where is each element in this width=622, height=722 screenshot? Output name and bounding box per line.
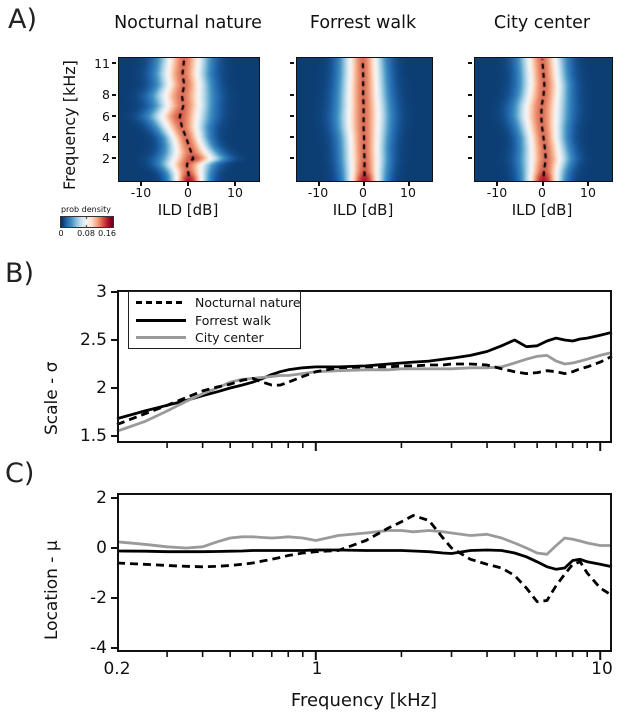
series-forrest-walk <box>116 548 613 571</box>
scale-axis-label: Scale - σ <box>42 361 62 435</box>
location-tick-label: -4 <box>90 638 107 658</box>
frequency-axis-label: Frequency [kHz] <box>60 60 79 190</box>
map-title-city: City center <box>493 13 591 33</box>
freq-xtick-label: 0.2 <box>103 659 131 679</box>
freq-tick-label: 11 <box>94 56 110 71</box>
freq-tick-label: 6 <box>102 109 110 124</box>
ild-tick-label: 10 <box>400 185 416 200</box>
scale-tick-label: 2.5 <box>79 330 107 350</box>
ild-axis-label: ILD [dB] <box>332 201 394 219</box>
axis-tick <box>468 61 472 64</box>
location-axis-label: Location - μ <box>42 540 62 640</box>
axis-tick <box>317 182 320 186</box>
axis-tick <box>112 61 116 64</box>
legend-item-city: City center <box>136 330 293 345</box>
axis-tick <box>290 156 294 159</box>
ild-tick-label: -10 <box>486 185 508 200</box>
heatmap-canvas-city <box>474 57 613 182</box>
legend-item-forrest: Forrest walk <box>136 313 293 328</box>
panel-b-label: B) <box>5 258 35 289</box>
axis-tick <box>187 182 189 186</box>
axis-tick <box>112 93 116 96</box>
axis-tick <box>290 114 294 117</box>
ild-tick-label: 10 <box>580 185 596 200</box>
freq-xtick-label: 10 <box>591 659 613 679</box>
map-title-forrest: Forrest walk <box>309 13 417 33</box>
ild-tick-label: -10 <box>307 185 329 200</box>
axis-tick <box>541 182 544 186</box>
colorbar-tick-label: 0.08 <box>77 229 95 238</box>
freq-tick-label: 2 <box>102 151 110 166</box>
scale-tick-label: 2 <box>96 378 107 398</box>
freq-tick-label: 8 <box>102 87 110 102</box>
location-plot-svg <box>111 493 613 660</box>
ild-tick-label: 0 <box>538 185 546 200</box>
legend-label: Nocturnal nature <box>195 295 301 311</box>
colorbar-canvas <box>60 216 114 228</box>
location-tick-label: 0 <box>96 538 107 558</box>
series-city-center <box>116 351 613 433</box>
axis-tick <box>112 114 116 117</box>
axis-tick <box>468 114 472 117</box>
legend-label: Forrest walk <box>195 312 271 328</box>
axis-tick <box>233 182 236 186</box>
freq-xtick-label: 1 <box>311 659 323 679</box>
series-forrest-walk <box>116 330 613 421</box>
legend-dashed-line-sample <box>136 301 186 305</box>
colorbar-tick-label: 0 <box>58 229 64 238</box>
freq-tick-label: 4 <box>102 130 110 145</box>
heatmap-canvas-forrest <box>296 57 433 182</box>
map-title-nocturnal: Nocturnal nature <box>114 13 262 33</box>
series-city-center <box>116 529 612 556</box>
legend-label: City center <box>195 329 264 345</box>
ild-tick-label: -10 <box>130 185 152 200</box>
legend-solid-line-sample <box>136 318 186 322</box>
axis-tick <box>290 135 294 138</box>
axis-tick <box>290 93 294 96</box>
heatmap-canvas-nocturnal <box>118 57 260 182</box>
axis-tick <box>495 182 498 186</box>
ild-axis-label: ILD [dB] <box>511 201 573 219</box>
scale-tick-label: 1.5 <box>79 426 107 446</box>
ild-axis-label: ILD [dB] <box>157 201 219 219</box>
axis-tick <box>362 182 365 186</box>
location-tick-label: 2 <box>96 488 107 508</box>
axis-tick <box>468 93 472 96</box>
legend: Nocturnal nature Forrest walk City cente… <box>128 291 301 349</box>
location-tick-label: -2 <box>90 588 107 608</box>
ild-tick-label: 0 <box>359 185 367 200</box>
panel-a-label: A) <box>8 4 38 35</box>
series-nocturnal-nature <box>116 355 613 426</box>
scale-tick-label: 3 <box>96 282 107 302</box>
axis-tick <box>468 135 472 138</box>
axis-tick <box>587 182 590 186</box>
legend-gray-line-sample <box>136 335 186 339</box>
legend-item-nocturnal: Nocturnal nature <box>136 295 301 310</box>
series-nocturnal-nature <box>116 514 613 604</box>
axis-tick <box>140 182 143 186</box>
freq-xaxis-label: Frequency [kHz] <box>290 690 438 711</box>
axis-tick <box>112 135 116 138</box>
axis-tick <box>290 61 294 64</box>
ild-tick-label: 10 <box>227 185 243 200</box>
ild-tick-label: 0 <box>184 185 192 200</box>
axis-tick <box>407 182 410 186</box>
scale-plot-svg <box>111 290 613 451</box>
colorbar-label: prob density <box>60 205 112 214</box>
colorbar-tick-label: 0.16 <box>98 229 116 238</box>
axis-tick <box>468 156 472 159</box>
panel-c-label: C) <box>5 458 35 489</box>
axis-tick <box>112 156 116 159</box>
